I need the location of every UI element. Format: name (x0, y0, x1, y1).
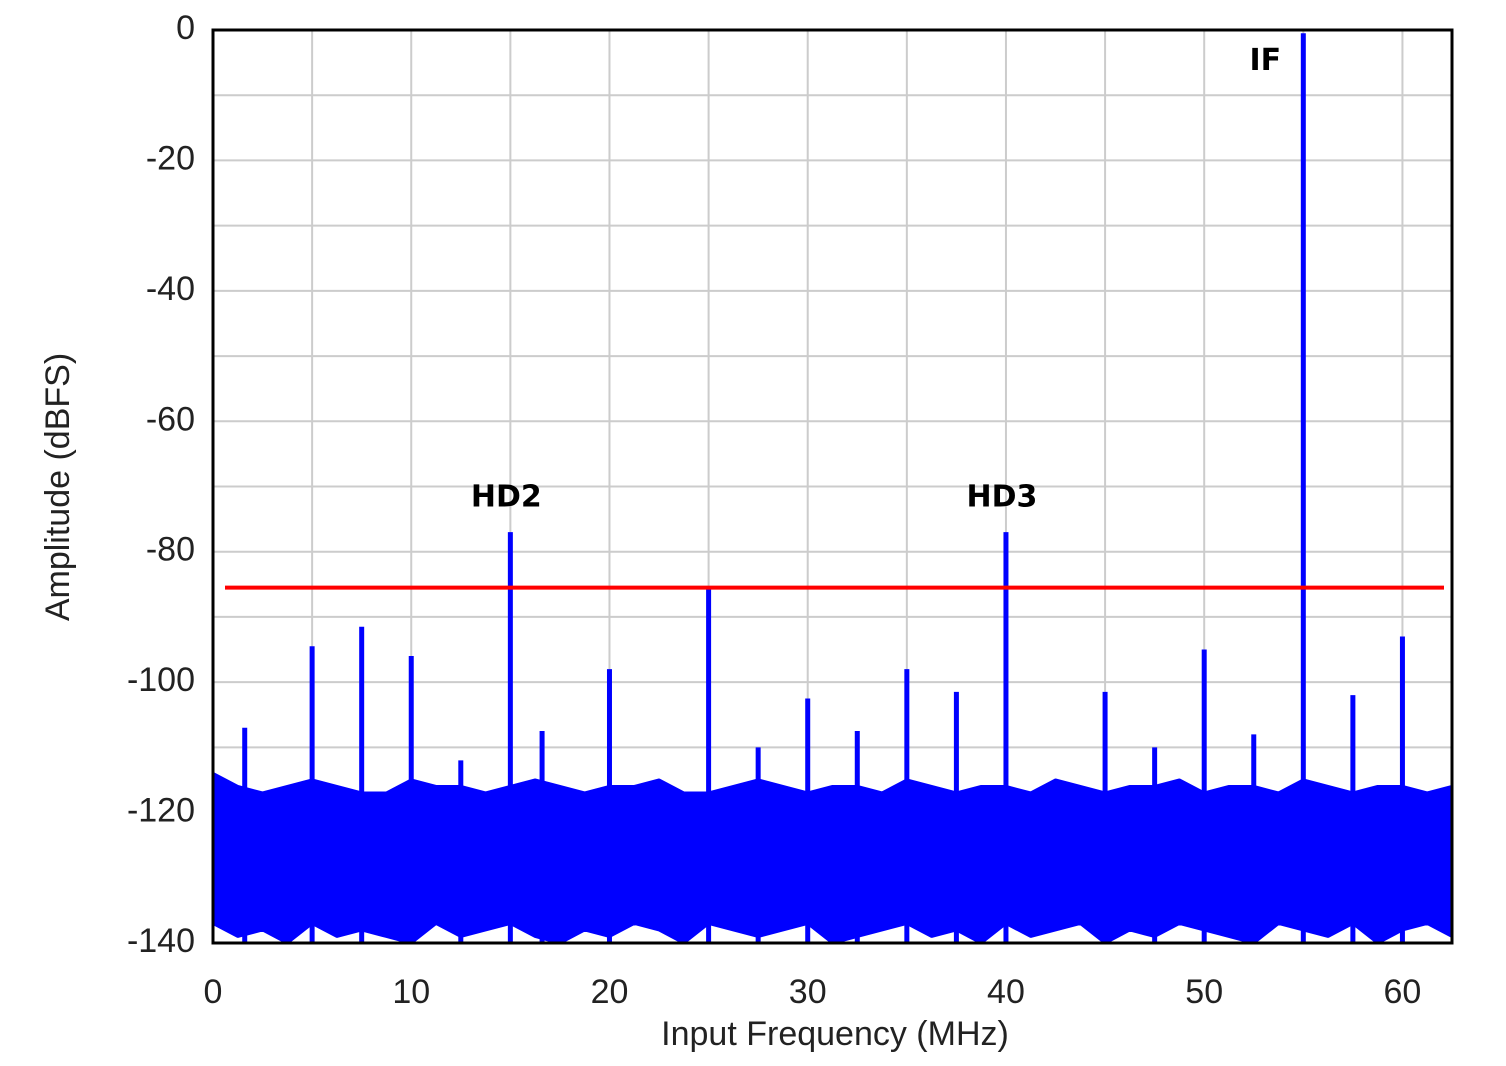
y-tick-label: -140 (127, 922, 195, 960)
y-tick-label: 0 (176, 9, 195, 47)
y-tick-label: -80 (146, 531, 195, 569)
x-axis-title: Input Frequency (MHz) (661, 1015, 1009, 1053)
x-tick-label: 60 (1384, 973, 1422, 1011)
y-tick-label: -40 (146, 270, 195, 308)
x-tick-label: 30 (789, 973, 827, 1011)
x-tick-label: 40 (987, 973, 1025, 1011)
x-tick-label: 20 (591, 973, 629, 1011)
annotation: HD3 (967, 480, 1038, 515)
y-tick-label: -60 (146, 400, 195, 438)
y-tick-label: -120 (127, 792, 195, 830)
plot-frame (211, 28, 1454, 945)
y-axis-title: Amplitude (dBFS) (39, 353, 77, 621)
y-tick-label: -20 (146, 139, 195, 177)
x-tick-label: 0 (204, 973, 223, 1011)
x-tick-label: 50 (1185, 973, 1223, 1011)
y-tick-label: -100 (127, 661, 195, 699)
x-tick-label: 10 (392, 973, 430, 1011)
annotation: HD2 (471, 480, 542, 515)
noise-floor (211, 772, 1454, 945)
annotation: IF (1249, 43, 1281, 78)
